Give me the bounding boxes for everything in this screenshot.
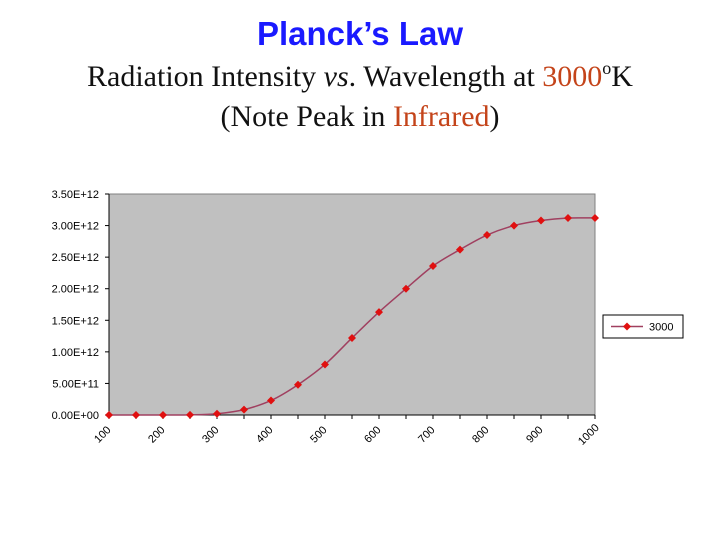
temperature-unit: K (611, 60, 633, 93)
subtitle-line-1: Radiation Intensity vs. Wavelength at 30… (0, 59, 720, 95)
y-tick-label: 1.00E+12 (52, 347, 99, 359)
y-tick-label: 2.50E+12 (52, 252, 99, 264)
data-point-marker (402, 284, 410, 293)
y-tick-label: 5.00E+11 (52, 378, 99, 390)
x-tick-label: 400 (254, 424, 275, 445)
data-point-marker (321, 360, 329, 369)
y-tick-label: 3.00E+12 (52, 221, 99, 233)
data-point-marker (483, 231, 491, 240)
x-tick-label: 1000 (576, 422, 602, 448)
y-tick-label: 0.00E+00 (52, 410, 99, 422)
subtitle-vs: vs (323, 60, 349, 93)
x-tick-label: 800 (470, 424, 491, 445)
x-tick-label: 700 (416, 424, 437, 445)
data-point-marker (213, 409, 221, 418)
note-open: (Note Peak in (220, 100, 393, 133)
x-tick-label: 100 (92, 424, 113, 445)
data-point-marker (537, 216, 545, 225)
note-highlight: Infrared (392, 100, 490, 133)
subtitle-line-2: (Note Peak in Infrared) (0, 99, 720, 135)
degree-symbol: o (602, 58, 612, 78)
x-tick-label: 500 (308, 424, 329, 445)
plot-area (108, 193, 596, 416)
data-point-marker (267, 396, 275, 405)
data-point-marker (375, 308, 383, 317)
data-point-marker (510, 221, 518, 230)
data-point-marker (591, 213, 599, 222)
x-tick-label: 900 (524, 424, 545, 445)
x-tick-label: 600 (362, 424, 383, 445)
slide-title: Planck’s Law (256, 15, 464, 52)
y-tick-label: 1.50E+12 (52, 315, 99, 327)
data-point-marker (294, 380, 302, 389)
note-close: ) (489, 100, 500, 133)
legend-marker (623, 322, 631, 331)
subtitle-text-1: Radiation Intensity (87, 60, 324, 93)
y-tick-label: 2.00E+12 (52, 284, 99, 296)
data-point-marker (564, 213, 572, 222)
data-point-marker (429, 261, 437, 270)
data-point-marker (186, 410, 194, 419)
x-tick-label: 200 (146, 424, 167, 445)
data-point-marker (132, 411, 140, 419)
legend-label: 3000 (649, 322, 673, 334)
subtitle-text-2: . Wavelength at (348, 60, 543, 93)
temperature-value: 3000 (542, 60, 603, 93)
data-point-marker (456, 245, 464, 254)
data-point-marker (159, 411, 167, 419)
x-tick-label: 300 (200, 424, 221, 445)
data-point-marker (240, 405, 248, 414)
data-point-marker (348, 333, 356, 342)
y-tick-label: 3.50E+12 (52, 189, 99, 201)
data-point-marker (105, 411, 113, 419)
